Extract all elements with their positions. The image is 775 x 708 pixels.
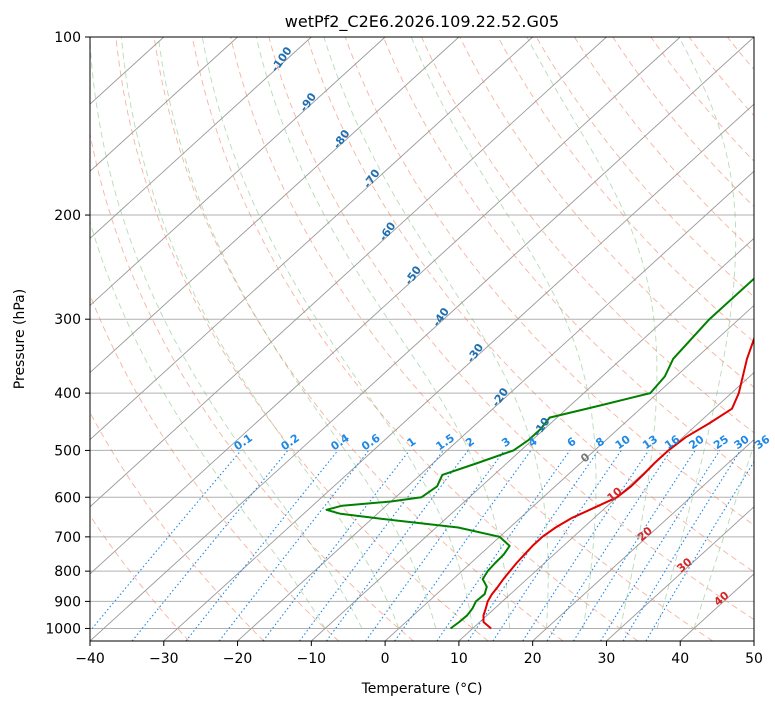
y-tick-label: 300 bbox=[54, 312, 81, 328]
x-axis-title: Temperature (°C) bbox=[361, 681, 483, 697]
moist-adiabat-line bbox=[90, 37, 363, 629]
dry-adiabat-line bbox=[382, 37, 754, 480]
chart-title: wetPf2_C2E6.2026.109.22.52.G05 bbox=[285, 12, 559, 32]
y-tick-label: 400 bbox=[54, 386, 81, 402]
mixing-ratio-line bbox=[600, 450, 721, 641]
x-tick-label: 20 bbox=[524, 651, 542, 667]
x-tick-label: −40 bbox=[75, 651, 105, 667]
y-tick-label: 900 bbox=[54, 594, 81, 610]
isotherm-gridline bbox=[384, 304, 754, 641]
y-tick-label: 700 bbox=[54, 530, 81, 546]
moist-adiabat-line bbox=[693, 443, 754, 629]
x-tick-label: −20 bbox=[223, 651, 253, 667]
gridlines bbox=[90, 37, 754, 641]
x-tick-label: −30 bbox=[149, 651, 179, 667]
mixing-ratio-line bbox=[325, 450, 469, 641]
y-tick-label: 600 bbox=[54, 490, 81, 506]
isotherm-gridline bbox=[311, 237, 754, 641]
moist-adiabat-line bbox=[255, 37, 511, 629]
x-tick-label: 50 bbox=[745, 651, 763, 667]
y-tick-label: 1000 bbox=[45, 621, 81, 637]
mixing-ratio-line bbox=[90, 450, 242, 632]
mixing-ratio-line bbox=[436, 450, 571, 641]
isotherm-gridline bbox=[90, 37, 533, 441]
isotherm-gridline bbox=[90, 37, 460, 374]
isotherm-gridline bbox=[237, 170, 754, 641]
dry-adiabat-line bbox=[153, 37, 564, 641]
mixing-ratio-line bbox=[622, 450, 741, 641]
isotherm-gridline bbox=[90, 37, 386, 307]
mixing-ratio-line bbox=[492, 450, 622, 641]
plot-frame bbox=[89, 36, 755, 642]
mixing-ratio-line bbox=[394, 450, 532, 641]
mixing-ratio-line bbox=[185, 450, 339, 641]
y-tick-label: 100 bbox=[54, 30, 81, 46]
moist-adiabat-line bbox=[656, 37, 737, 629]
dry-adiabat-line bbox=[306, 37, 754, 573]
isotherm-gridline bbox=[458, 371, 754, 641]
isotherm-gridline bbox=[163, 103, 754, 641]
mixing-ratio-line bbox=[365, 450, 505, 641]
mixing-ratio-line bbox=[546, 450, 672, 641]
temperature-line bbox=[482, 335, 754, 630]
isotherm-gridline bbox=[90, 37, 607, 508]
mixing-ratio-line bbox=[299, 450, 444, 641]
x-tick-label: −10 bbox=[297, 651, 327, 667]
moist-adiabat-line bbox=[201, 37, 474, 629]
mixing-ratio-line bbox=[573, 450, 696, 641]
mixing-ratio-line bbox=[522, 450, 650, 641]
y-axis-title: Pressure (hPa) bbox=[12, 289, 28, 389]
x-axis: −40 −30 −20 −10 0 10 20 30 40 50 bbox=[75, 641, 763, 667]
background-lines bbox=[90, 37, 754, 641]
isotherm-gridline bbox=[90, 37, 754, 641]
isotherm-gridline bbox=[90, 37, 238, 172]
x-tick-label: 30 bbox=[598, 651, 616, 667]
y-tick-label: 800 bbox=[54, 564, 81, 580]
profile-lines bbox=[325, 277, 754, 630]
y-axis: 100 200 300 400 500 600 700 800 900 1000 bbox=[45, 30, 90, 637]
dry-adiabat-line bbox=[90, 514, 190, 641]
mixing-ratio-line bbox=[131, 450, 289, 641]
dewpoint-line bbox=[325, 277, 754, 630]
dry-adiabat-line bbox=[459, 37, 754, 388]
moist-adiabat-line bbox=[157, 37, 437, 629]
isotherm-gridline bbox=[532, 439, 754, 641]
dry-adiabat-line bbox=[90, 131, 414, 641]
dry-adiabat-line bbox=[115, 37, 489, 641]
moist-adiabat-line bbox=[323, 37, 549, 629]
isotherm-gridline bbox=[90, 37, 312, 239]
isotherm-gridline bbox=[90, 37, 681, 575]
dry-adiabat-line bbox=[90, 411, 265, 641]
dry-adiabat-line bbox=[344, 37, 754, 526]
moist-adiabat-line bbox=[526, 37, 658, 629]
dry-adiabat-line bbox=[535, 37, 754, 298]
x-tick-label: 10 bbox=[450, 651, 468, 667]
isotherm-gridline bbox=[606, 506, 754, 641]
y-tick-label: 200 bbox=[54, 208, 81, 224]
dry-adiabat-line bbox=[230, 37, 713, 641]
moist-adiabat-line bbox=[410, 37, 597, 629]
dry-adiabat-line bbox=[268, 37, 754, 621]
dry-adiabat-line bbox=[497, 37, 754, 343]
x-tick-label: 0 bbox=[381, 651, 390, 667]
y-tick-label: 500 bbox=[54, 443, 81, 459]
mixing-ratio-line bbox=[262, 450, 410, 641]
moist-adiabat-line bbox=[120, 37, 400, 629]
x-tick-label: 40 bbox=[671, 651, 689, 667]
dry-adiabat-line bbox=[191, 37, 639, 641]
